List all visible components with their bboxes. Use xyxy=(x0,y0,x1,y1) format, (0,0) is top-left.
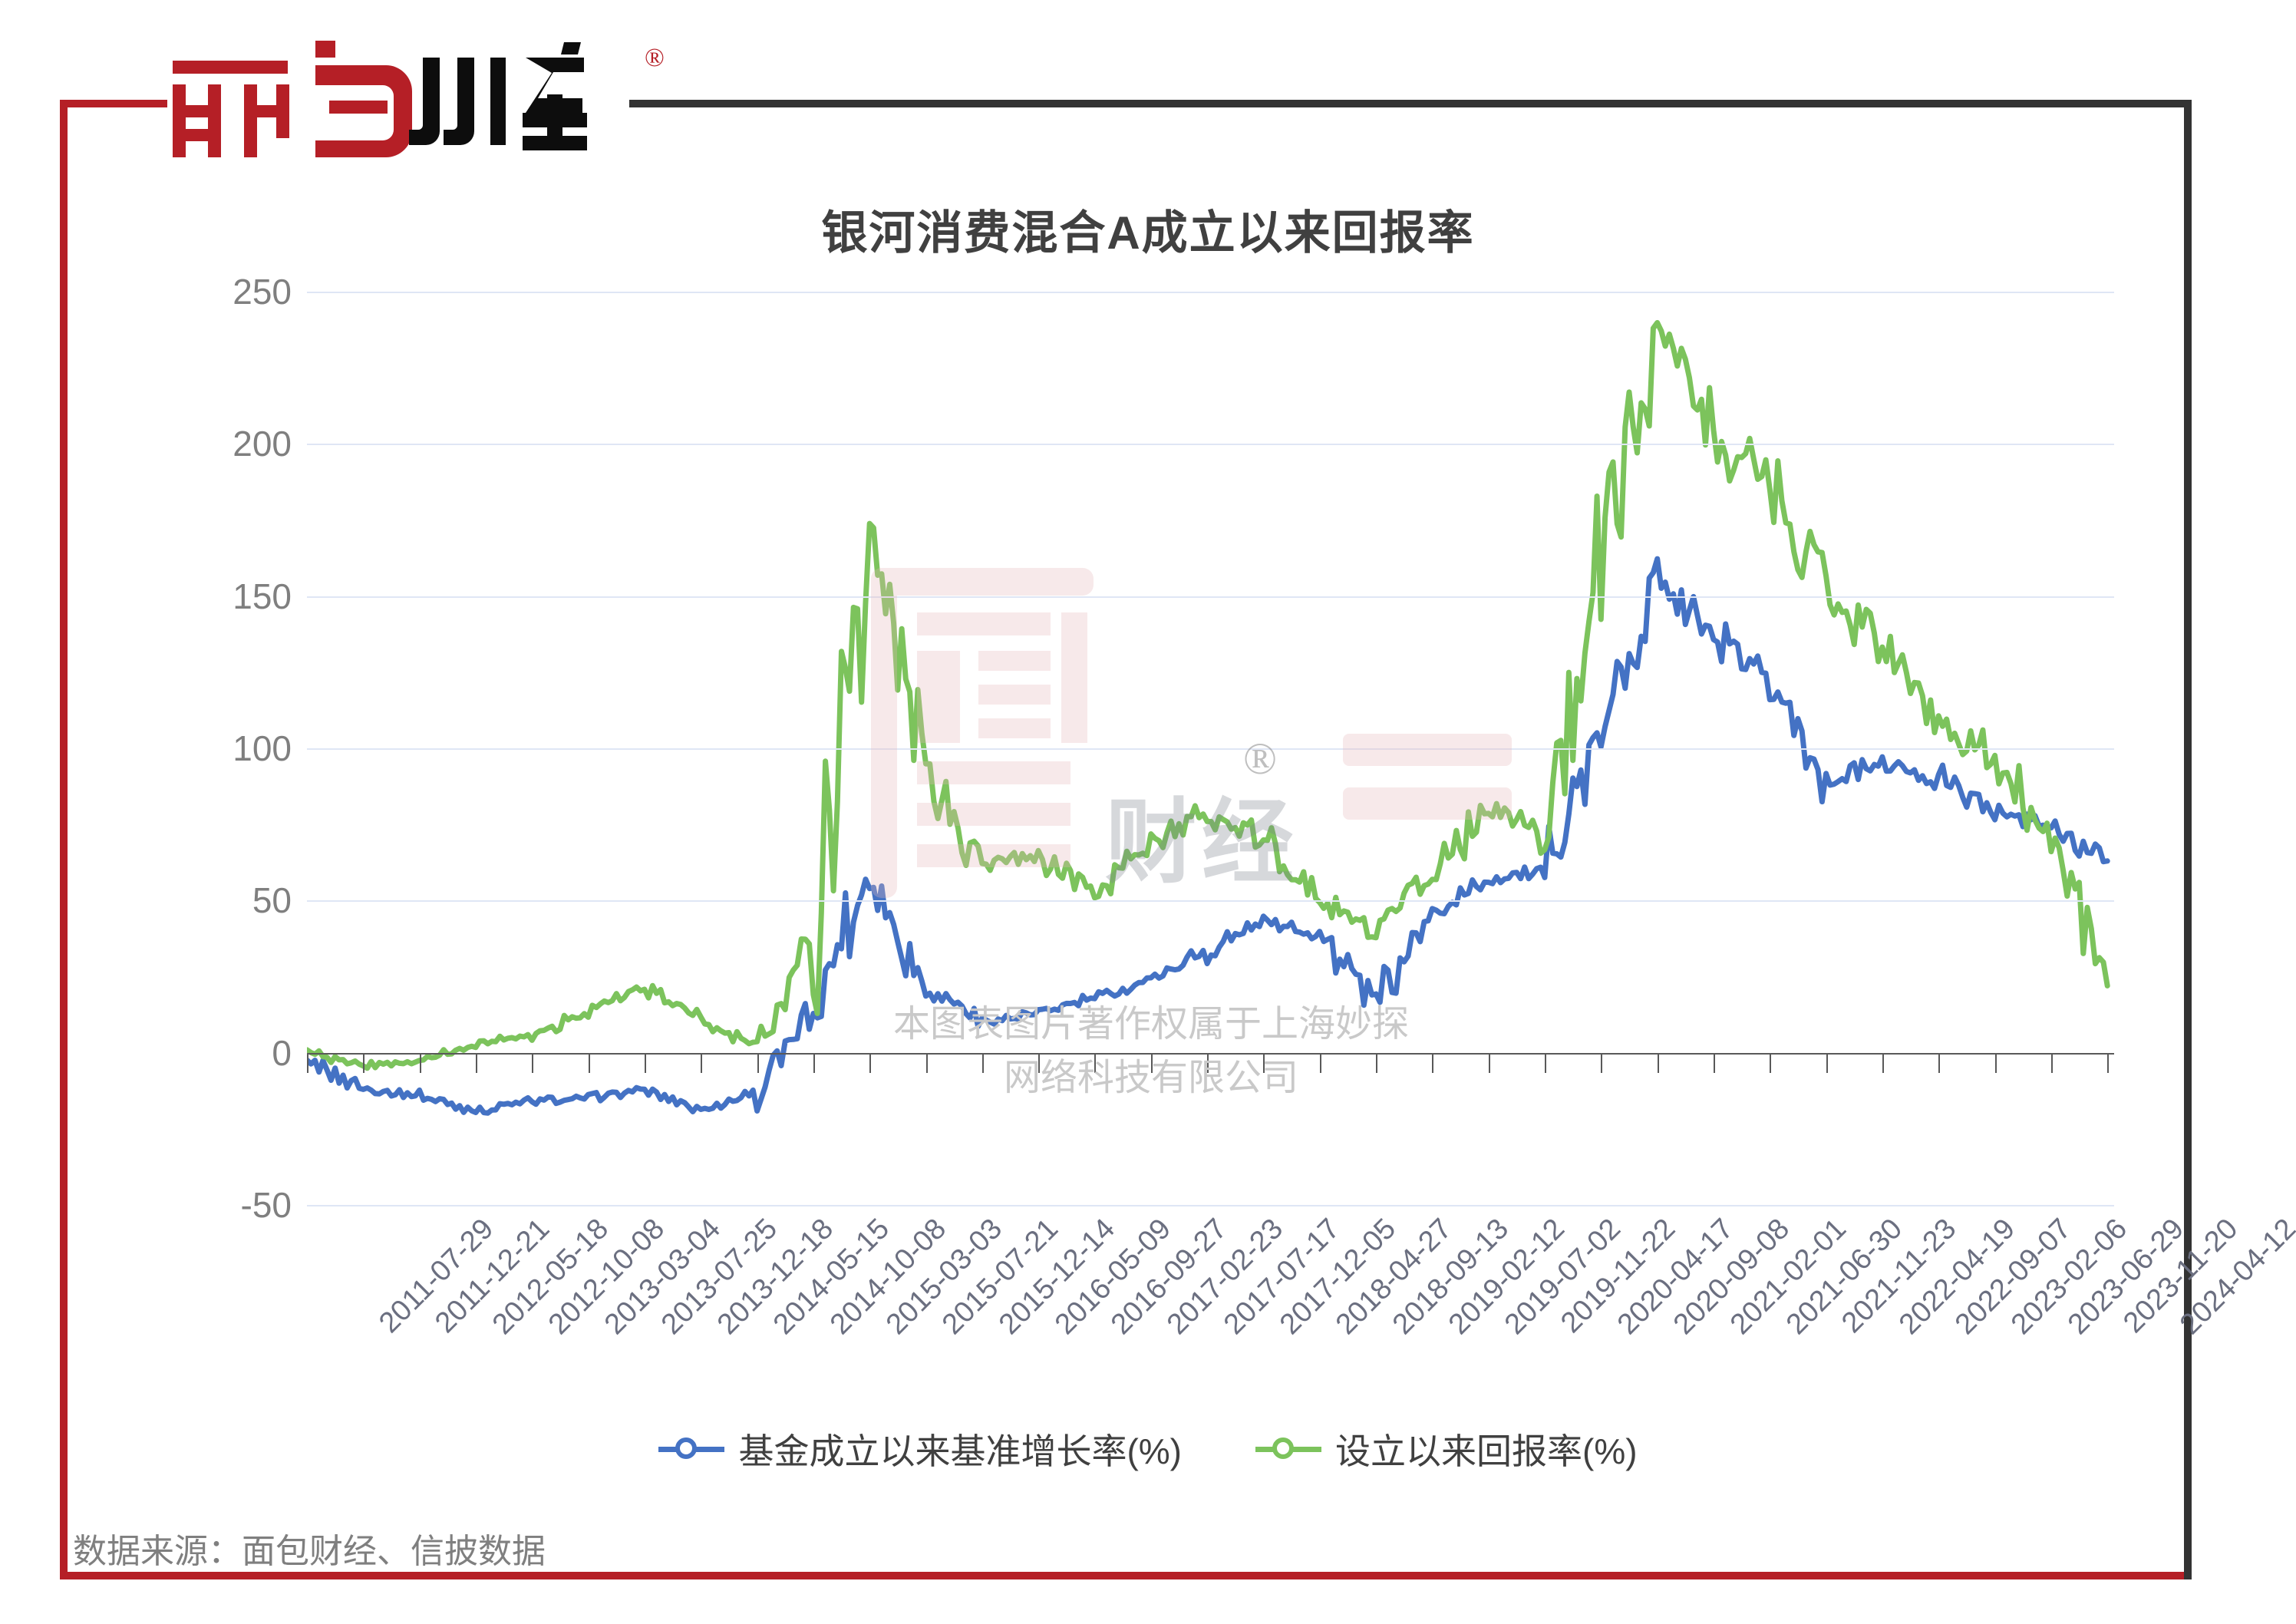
x-axis-tick xyxy=(1376,1052,1378,1073)
x-axis-tick xyxy=(1319,1052,1321,1073)
legend-item-label: 基金成立以来基准增长率(%) xyxy=(738,1431,1182,1471)
y-axis-labels: 250 200 150 100 50 0 -50 xyxy=(176,272,292,1225)
x-axis-tick xyxy=(1770,1052,1772,1073)
x-axis-tick xyxy=(701,1052,703,1073)
x-axis-tick xyxy=(1657,1052,1659,1073)
x-axis-tick xyxy=(1263,1052,1265,1073)
gridline xyxy=(307,596,2114,598)
x-axis-tick xyxy=(1545,1052,1546,1073)
axis-zero-line xyxy=(307,1052,2114,1055)
watermark-brand-mark-icon xyxy=(1228,714,1519,844)
x-axis-tick xyxy=(363,1052,365,1073)
x-axis-ticks xyxy=(307,1052,2114,1074)
watermark-line-2: 网络科技有限公司 xyxy=(1003,1057,1298,1098)
x-axis-tick xyxy=(1938,1052,1941,1073)
x-axis-tick xyxy=(588,1052,590,1073)
x-axis-tick xyxy=(1150,1052,1153,1073)
x-axis-tick xyxy=(475,1052,477,1073)
gridline xyxy=(307,1205,2114,1206)
x-axis-tick xyxy=(1713,1052,1715,1073)
x-axis-tick xyxy=(981,1052,984,1073)
x-axis-tick xyxy=(419,1052,421,1073)
chart-canvas xyxy=(307,320,2110,1116)
legend-marker-icon xyxy=(658,1432,725,1466)
x-axis-tick xyxy=(2050,1052,2053,1073)
x-axis-tick xyxy=(1882,1052,1884,1073)
y-axis-tick-label: 100 xyxy=(233,728,292,768)
x-axis-tick xyxy=(307,1052,308,1073)
watermark-stamp-icon xyxy=(871,568,1094,898)
watermark-line-1: 本图表图片著作权属于上海妙探 xyxy=(892,1004,1409,1045)
source-note: 数据来源：面包财经、信披数据 xyxy=(73,1533,546,1570)
x-axis-tick xyxy=(869,1052,872,1073)
x-axis-labels: 2011-07-29 2011-12-21 2012-05-18 2012-10-08… xyxy=(307,1213,2296,1443)
frame-accent-bottom xyxy=(60,1572,2192,1579)
x-axis-tick xyxy=(813,1052,815,1073)
x-axis-tick xyxy=(1432,1052,1434,1073)
frame-accent-left xyxy=(60,100,68,1579)
x-axis-tick xyxy=(532,1052,534,1073)
legend-item-return[interactable]: 设立以来回报率(%) xyxy=(1255,1424,1638,1474)
x-axis-tick xyxy=(757,1052,759,1073)
x-axis-tick xyxy=(1207,1052,1209,1073)
y-axis-tick-label: 250 xyxy=(233,272,292,312)
y-axis-tick-label: 50 xyxy=(252,880,292,921)
x-axis-tick xyxy=(1994,1052,1997,1073)
x-axis-tick xyxy=(1094,1052,1097,1073)
legend-item-label: 设立以来回报率(%) xyxy=(1335,1431,1638,1471)
gridline xyxy=(307,900,2114,903)
gridline xyxy=(307,748,2114,750)
y-axis-tick-label: 0 xyxy=(272,1032,292,1073)
frame-accent-top-stub xyxy=(60,100,167,107)
gridline xyxy=(307,292,2114,293)
chart-legend: 基金成立以来基准增长率(%) 设立以来回报率(%) xyxy=(0,1424,2296,1474)
series-line-基金成立以来基准增长率(%) xyxy=(307,556,2110,1116)
frame-dark-top xyxy=(629,100,2192,107)
brand-logo: ® xyxy=(165,27,665,165)
page-title: 银河消费混合A成立以来回报率 xyxy=(821,207,1475,259)
legend-marker-icon xyxy=(1255,1432,1321,1466)
legend-item-benchmark[interactable]: 基金成立以来基准增长率(%) xyxy=(658,1424,1182,1474)
y-axis-tick-label: -50 xyxy=(240,1185,292,1225)
y-axis-tick-label: 200 xyxy=(233,424,292,464)
x-axis-tick xyxy=(644,1052,646,1073)
watermark-brand-text: 财经 xyxy=(1105,791,1298,894)
y-axis-tick-label: 150 xyxy=(233,576,292,616)
watermark-registered-icon: ® xyxy=(1243,734,1278,784)
x-axis-tick xyxy=(1601,1052,1603,1073)
x-axis-tick xyxy=(2107,1052,2110,1073)
x-axis-tick xyxy=(1488,1052,1490,1073)
gridline xyxy=(307,444,2114,446)
frame-dark-right xyxy=(2184,100,2192,1579)
x-axis-tick xyxy=(1038,1052,1041,1073)
plot-area xyxy=(307,292,2114,1206)
watermark-copyright-text: 本图表图片著作权属于上海妙探 网络科技有限公司 xyxy=(859,998,1443,1104)
registered-trademark-icon: ® xyxy=(645,44,665,72)
x-axis-tick xyxy=(1826,1052,1828,1073)
x-axis-tick xyxy=(925,1052,928,1073)
series-line-设立以来回报率(%) xyxy=(307,320,2110,1071)
